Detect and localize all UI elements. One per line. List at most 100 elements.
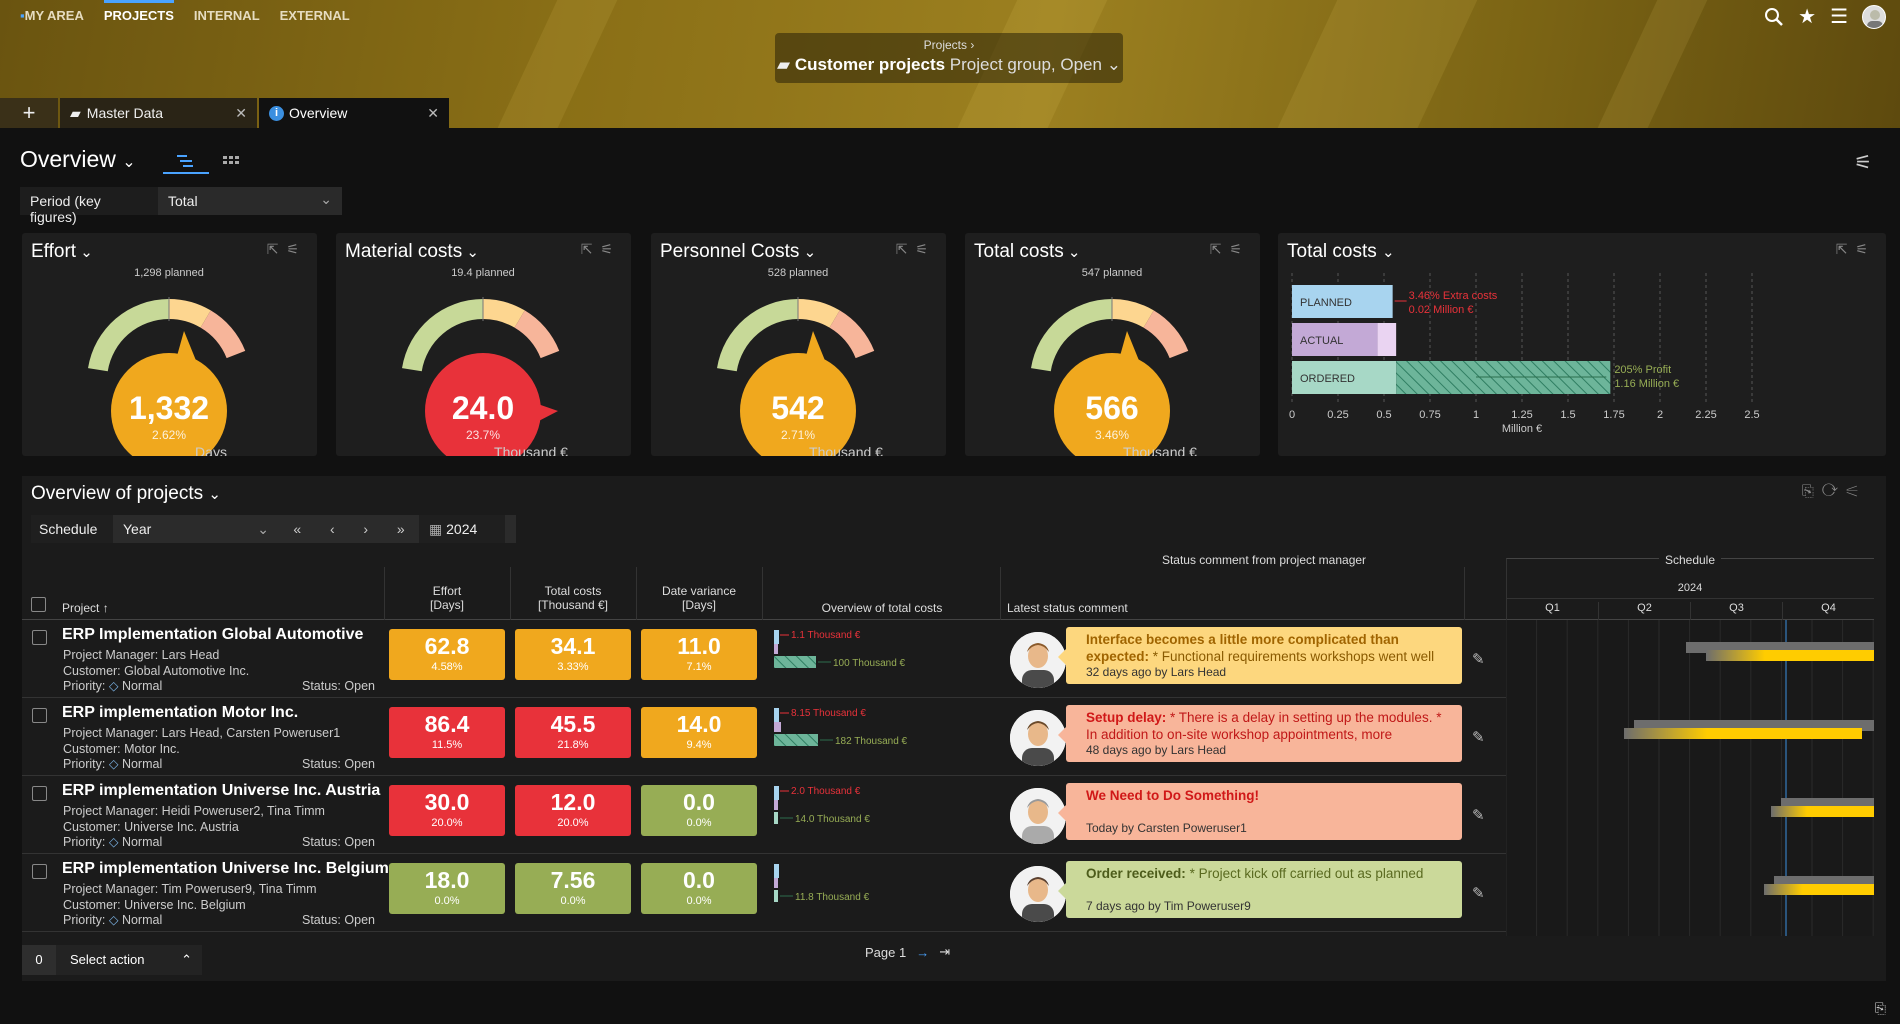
nav-my-area[interactable]: ▪MY AREA	[20, 8, 84, 23]
select-action-button[interactable]: Select action ⌃	[56, 945, 202, 975]
col-effort[interactable]: Effort [Days]	[429, 584, 464, 612]
costs-kpi[interactable]: 45.5 21.8%	[515, 707, 631, 758]
col-overview[interactable]: Overview of total costs	[821, 601, 943, 615]
table-row[interactable]: ERP implementation Universe Inc. Austria…	[22, 776, 1506, 854]
kpi-percent: 4.58%	[431, 661, 463, 673]
last-icon[interactable]: »	[396, 521, 405, 537]
x-axis-label: Million €	[1502, 423, 1542, 435]
effort-kpi[interactable]: 18.0 0.0%	[389, 863, 505, 914]
edit-pencil-icon[interactable]: ✎	[1472, 651, 1485, 668]
prev-icon[interactable]: ‹	[329, 521, 335, 537]
customer-label: Customer:	[63, 663, 121, 678]
table-row[interactable]: ERP implementation Motor Inc. Project Man…	[22, 698, 1506, 776]
panel-tools[interactable]: ⎘⟳⚟	[1801, 483, 1866, 500]
status-comment[interactable]: Interface becomes a little more complica…	[1058, 627, 1462, 684]
date-kpi[interactable]: 14.0 9.4%	[641, 707, 757, 758]
project-name[interactable]: ERP implementation Motor Inc.	[62, 704, 299, 721]
card-title[interactable]: Total costs ⌄	[974, 241, 1081, 262]
effort-kpi[interactable]: 30.0 20.0%	[389, 785, 505, 836]
card-tools[interactable]: ⇱⚟	[895, 241, 936, 257]
tab-master-data[interactable]: ▰ Master Data ✕	[60, 98, 257, 128]
next-icon[interactable]: ›	[363, 521, 369, 537]
kpi-percent: 7.1%	[686, 661, 712, 673]
menu-icon[interactable]: ☰	[1830, 6, 1848, 28]
status-comment[interactable]: We Need to Do Something! Today by Carsten…	[1058, 783, 1462, 840]
pm-value: Lars Head	[161, 648, 220, 662]
gantt-view-icon[interactable]	[163, 150, 209, 174]
row-checkbox[interactable]	[32, 786, 47, 801]
card-tools[interactable]: ⇱⚟	[580, 241, 621, 257]
status-comment[interactable]: Setup delay: * There is a delay in setti…	[1058, 705, 1462, 762]
export-icon[interactable]: ⎘	[1874, 1000, 1886, 1016]
value-circle	[111, 353, 227, 456]
table-row[interactable]: ERP implementation Universe Inc. Belgium…	[22, 854, 1506, 932]
grid-view-icon[interactable]	[209, 150, 255, 174]
status: Status: Open	[302, 835, 375, 849]
date-kpi[interactable]: 0.0 0.0%	[641, 785, 757, 836]
period-selector[interactable]: Period (key figures) Total ⌄	[20, 187, 342, 225]
card-tools[interactable]: ⇱⚟	[1835, 241, 1876, 257]
select-all-checkbox[interactable]	[31, 597, 46, 612]
comment-author: Today by Carsten Poweruser1	[1086, 821, 1247, 835]
project-name[interactable]: ERP Implementation Global Automotive	[62, 626, 364, 643]
gantt-plan-bar	[1774, 876, 1874, 887]
col-date-variance[interactable]: Date variance [Days]	[661, 584, 737, 612]
breadcrumb[interactable]: Projects › ▰ Customer projects Project g…	[775, 33, 1123, 83]
nav-external[interactable]: EXTERNAL	[279, 8, 350, 23]
col-total-costs[interactable]: Total costs [Thousand €]	[537, 584, 609, 612]
period-value[interactable]: Total ⌄	[168, 191, 332, 209]
effort-kpi[interactable]: 62.8 4.58%	[389, 629, 505, 680]
table-row[interactable]: ERP Implementation Global Automotive Proj…	[22, 620, 1506, 698]
next-page-icon[interactable]: →	[916, 944, 930, 960]
comment-author: 32 days ago by Lars Head	[1086, 665, 1227, 679]
mini-bottom-label: 182 Thousand €	[835, 736, 908, 747]
customer-label: Customer:	[63, 741, 121, 756]
search-icon[interactable]	[1764, 7, 1784, 27]
card-title[interactable]: Material costs ⌄	[345, 241, 479, 262]
date-kpi[interactable]: 0.0 0.0%	[641, 863, 757, 914]
close-icon[interactable]: ✕	[235, 104, 247, 121]
card-title[interactable]: Total costs ⌄	[1287, 241, 1395, 262]
projects-title[interactable]: Overview of projects ⌄	[31, 483, 221, 504]
card-tools[interactable]: ⇱⚟	[266, 241, 307, 257]
close-icon[interactable]: ✕	[427, 104, 439, 121]
effort-kpi[interactable]: 86.4 11.5%	[389, 707, 505, 758]
row-checkbox[interactable]	[32, 630, 47, 645]
col-project[interactable]: Project ↑	[62, 601, 109, 615]
project-name[interactable]: ERP implementation Universe Inc. Belgium	[62, 860, 389, 877]
bubble-tail	[1058, 727, 1066, 743]
project-name[interactable]: ERP implementation Universe Inc. Austria	[62, 782, 381, 799]
star-icon[interactable]: ★	[1798, 6, 1817, 28]
col-latest-comment[interactable]: Latest status comment	[1007, 601, 1128, 615]
year-picker[interactable]: ▦ 2024	[419, 515, 505, 543]
nav-internal[interactable]: INTERNAL	[193, 8, 260, 23]
edit-pencil-icon[interactable]: ✎	[1472, 807, 1485, 824]
row-checkbox[interactable]	[32, 708, 47, 723]
kpi-value: 62.8	[424, 633, 470, 659]
costs-kpi[interactable]: 34.1 3.33%	[515, 629, 631, 680]
page-title[interactable]: Overview ⌄	[20, 146, 136, 172]
first-icon[interactable]: «	[293, 521, 302, 537]
costs-kpi[interactable]: 7.56 0.0%	[515, 863, 631, 914]
card-tools[interactable]: ⇱⚟	[1209, 241, 1250, 257]
priority-value: Normal	[121, 679, 163, 693]
status-comment[interactable]: Order received: * Project kick off carri…	[1058, 861, 1462, 918]
tab-overview[interactable]: i Overview ✕	[259, 98, 449, 128]
user-avatar[interactable]	[1862, 4, 1886, 29]
schedule-select[interactable]: Year ⌄	[113, 515, 279, 543]
x-tick-label: 1	[1473, 409, 1479, 421]
edit-pencil-icon[interactable]: ✎	[1472, 885, 1485, 902]
date-kpi[interactable]: 11.0 7.1%	[641, 629, 757, 680]
sliders-icon[interactable]: ⚟	[1854, 152, 1872, 174]
costs-kpi[interactable]: 12.0 20.0%	[515, 785, 631, 836]
breadcrumb-parent[interactable]: Projects	[923, 38, 967, 52]
gauge: 528 planned 542 2.71% Thousand €	[717, 267, 883, 456]
chevron-down-icon[interactable]: ⌄	[1106, 55, 1121, 74]
edit-pencil-icon[interactable]: ✎	[1472, 729, 1485, 746]
add-tab-button[interactable]: +	[0, 98, 58, 128]
nav-projects[interactable]: PROJECTS	[103, 0, 174, 28]
row-checkbox[interactable]	[32, 864, 47, 879]
card-title[interactable]: Effort ⌄	[31, 241, 93, 262]
card-title[interactable]: Personnel Costs ⌄	[660, 241, 817, 262]
last-page-icon[interactable]: ⇥	[939, 944, 951, 959]
